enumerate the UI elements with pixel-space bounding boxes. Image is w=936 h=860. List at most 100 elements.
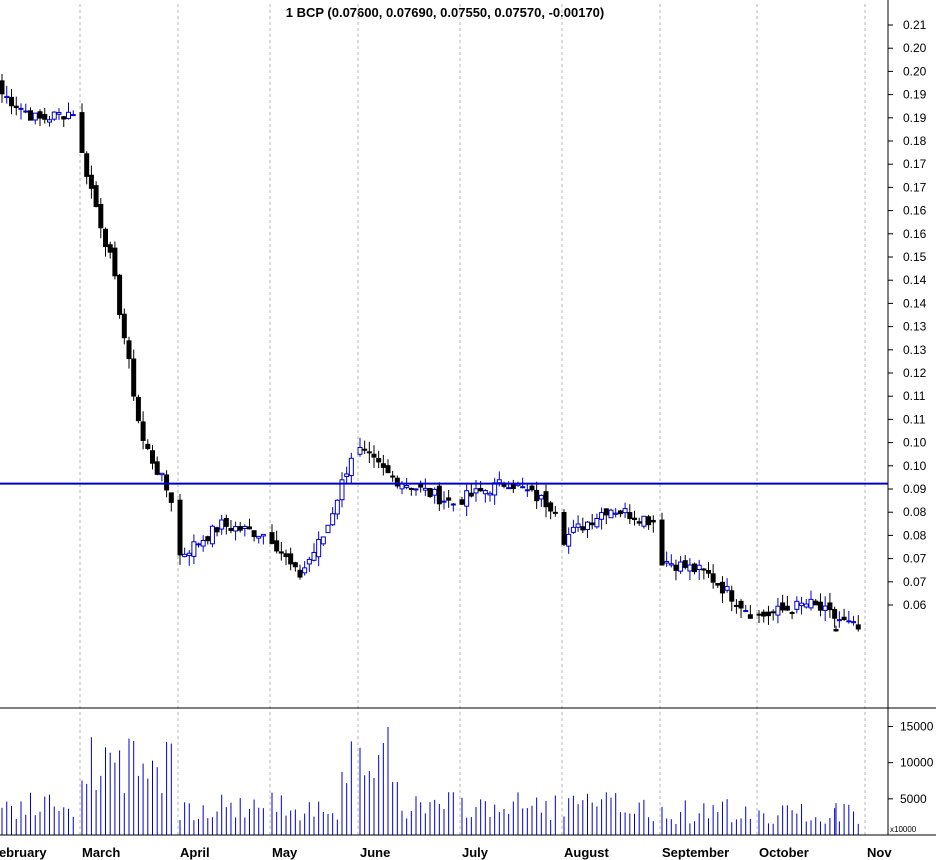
candle <box>283 549 289 566</box>
candle-body <box>538 494 544 500</box>
candle <box>4 85 10 104</box>
price-tick-label: 0.09 <box>903 482 927 496</box>
candle-body <box>84 153 90 177</box>
candle <box>260 533 266 545</box>
candle <box>93 181 99 208</box>
candle-body <box>70 114 76 117</box>
candle <box>237 522 243 533</box>
candle-body <box>306 558 312 565</box>
candle-body <box>520 486 526 489</box>
candle-body <box>719 581 725 594</box>
candle <box>608 508 614 519</box>
candle <box>664 551 670 567</box>
candle-body <box>28 110 33 121</box>
candle-body <box>348 457 354 476</box>
month-label: October <box>759 845 809 860</box>
candle-body <box>673 564 679 571</box>
candle <box>534 481 540 509</box>
candle-body <box>200 540 206 547</box>
candle <box>446 489 452 508</box>
candle <box>627 504 633 524</box>
candle-body <box>599 512 605 520</box>
candle <box>696 559 702 580</box>
candle-body <box>302 567 308 574</box>
candle-body <box>278 551 284 554</box>
candle-body <box>784 605 790 611</box>
candle-body <box>209 525 215 545</box>
candle-body <box>330 513 336 526</box>
candle-body <box>283 553 289 557</box>
candle <box>42 108 48 124</box>
candle <box>56 108 62 120</box>
candle <box>761 609 767 623</box>
candle-body <box>376 457 382 463</box>
candle-body <box>399 483 405 490</box>
candle-body <box>394 477 400 487</box>
month-label: Nov <box>867 845 892 860</box>
candle-body <box>292 562 298 568</box>
candle-body <box>682 560 688 568</box>
candle-body <box>534 489 540 502</box>
candle <box>747 605 753 619</box>
month-labels: February March April May June July August Septe… <box>0 845 892 860</box>
candle <box>292 561 298 572</box>
candle-body <box>478 487 484 492</box>
candle-body <box>404 484 410 488</box>
candle-body <box>566 533 572 547</box>
candle <box>432 487 438 504</box>
candle <box>219 514 225 535</box>
candle-body <box>196 543 202 546</box>
chart-title: 1 BCP (0.07600, 0.07690, 0.07550, 0.0757… <box>286 5 605 20</box>
candle <box>0 73 5 103</box>
candle <box>182 547 188 558</box>
candle <box>450 502 456 512</box>
candle-body <box>450 503 456 506</box>
candle <box>803 599 809 609</box>
candle <box>715 582 721 588</box>
candle <box>228 520 234 534</box>
candle <box>673 559 679 581</box>
candle-body <box>103 228 108 248</box>
candle-body <box>678 561 684 572</box>
candle <box>765 605 771 625</box>
candle <box>186 550 192 566</box>
price-tick-label: 0.21 <box>903 18 927 32</box>
candle-body <box>205 536 211 542</box>
candle <box>659 512 665 566</box>
candle <box>775 597 781 624</box>
candle-body <box>140 421 146 441</box>
candle-body <box>756 613 762 616</box>
candle <box>330 507 336 527</box>
candle-body <box>246 526 252 530</box>
volume-tick-label: 5000 <box>900 792 927 806</box>
candle <box>28 107 33 121</box>
candle-body <box>380 463 386 468</box>
candle <box>131 349 137 401</box>
candle-body <box>126 340 132 360</box>
candle-body <box>441 500 447 503</box>
price-tick-label: 0.13 <box>903 343 927 357</box>
candle <box>524 483 530 498</box>
month-label: February <box>0 845 47 860</box>
candle-body <box>813 600 819 606</box>
candle-body <box>780 602 786 611</box>
candle-body <box>747 614 753 619</box>
candle <box>297 564 303 580</box>
candle-body <box>613 512 619 515</box>
candle-body <box>827 602 833 611</box>
candle-body <box>482 490 488 495</box>
candle <box>362 440 368 454</box>
candle-body <box>47 119 52 123</box>
candle-body <box>543 491 549 508</box>
candle <box>817 593 823 617</box>
candle-body <box>617 510 623 515</box>
candle-body <box>150 450 155 464</box>
candle <box>780 594 786 613</box>
month-label: June <box>360 845 390 860</box>
candle-body <box>0 80 5 95</box>
candle-body <box>833 629 839 632</box>
candle <box>112 241 118 280</box>
candle-body <box>135 396 141 422</box>
candle <box>789 610 795 620</box>
candle-body <box>432 488 438 496</box>
